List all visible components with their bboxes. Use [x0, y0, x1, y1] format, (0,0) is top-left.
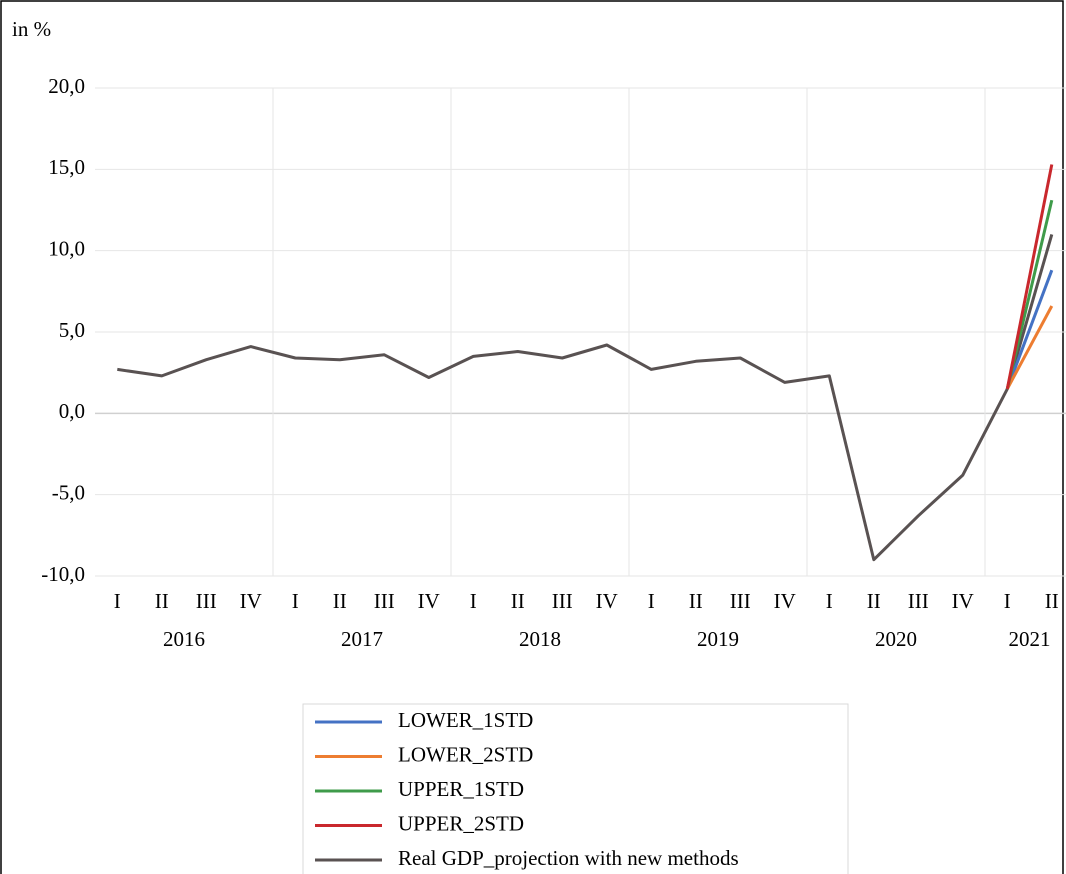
x-tick-label: III — [730, 589, 751, 613]
legend-box — [302, 703, 849, 874]
x-tick-label: II — [511, 589, 525, 613]
x-tick-label: I — [826, 589, 833, 613]
x-tick-label: II — [1045, 589, 1059, 613]
legend-label: UPPER_2STD — [398, 811, 524, 835]
x-tick-label: III — [196, 589, 217, 613]
x-group-label: 2017 — [341, 627, 383, 651]
x-tick-label: III — [374, 589, 395, 613]
legend-label: LOWER_1STD — [398, 708, 533, 732]
x-group-label: 2020 — [875, 627, 917, 651]
x-tick-label: II — [333, 589, 347, 613]
x-tick-label: I — [470, 589, 477, 613]
x-tick-label: I — [1004, 589, 1011, 613]
x-tick-label: III — [552, 589, 573, 613]
x-tick-label: II — [689, 589, 703, 613]
x-tick-label: I — [648, 589, 655, 613]
x-group-label: 2021 — [1009, 627, 1051, 651]
y-tick-label: 10,0 — [48, 236, 85, 260]
y-tick-label: -10,0 — [41, 562, 85, 586]
legend-label: LOWER_2STD — [398, 742, 533, 766]
x-group-label: 2018 — [519, 627, 561, 651]
x-group-label: 2016 — [163, 627, 205, 651]
x-tick-label: IV — [596, 589, 618, 613]
series-line — [1005, 305, 1054, 390]
x-tick-label: III — [908, 589, 929, 613]
y-tick-label: -5,0 — [52, 480, 85, 504]
x-tick-label: I — [114, 589, 121, 613]
y-tick-label: 20,0 — [48, 74, 85, 98]
x-tick-label: IV — [418, 589, 440, 613]
series-line — [1005, 164, 1054, 390]
x-tick-label: IV — [240, 589, 262, 613]
x-tick-label: II — [867, 589, 881, 613]
x-tick-label: II — [155, 589, 169, 613]
y-tick-label: 15,0 — [48, 155, 85, 179]
series-line — [1005, 269, 1054, 390]
x-group-label: 2019 — [697, 627, 739, 651]
x-tick-label: I — [292, 589, 299, 613]
legend-label: Real GDP_projection with new methods — [398, 846, 739, 870]
x-tick-label: IV — [774, 589, 796, 613]
y-tick-label: 0,0 — [59, 399, 85, 423]
y-tick-label: 5,0 — [59, 318, 85, 342]
x-tick-label: IV — [952, 589, 974, 613]
legend-label: UPPER_1STD — [398, 777, 524, 801]
y-axis-label: in % — [12, 17, 51, 41]
series-line — [117, 233, 1054, 562]
